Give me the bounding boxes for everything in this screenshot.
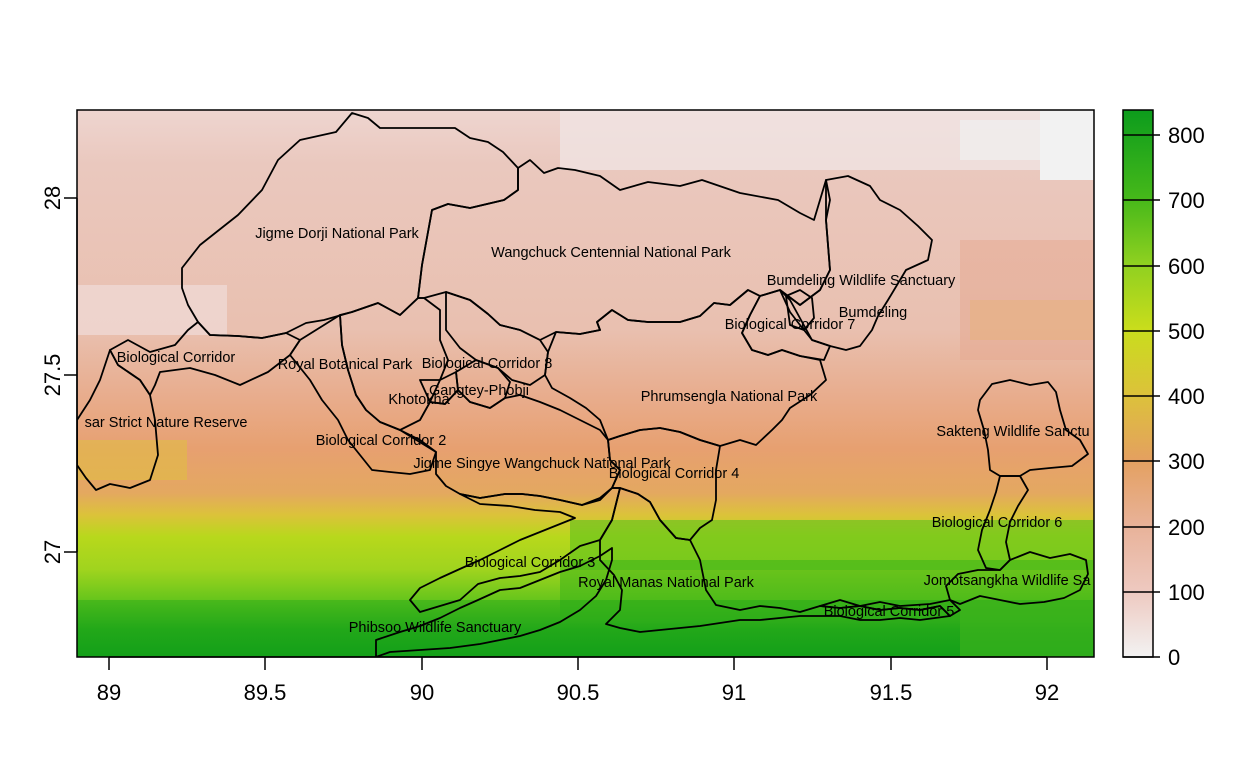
legend-tick-label: 600	[1168, 254, 1205, 279]
x-tick-label: 90	[410, 680, 434, 705]
x-tick-label: 89	[97, 680, 121, 705]
y-axis	[64, 197, 78, 553]
y-tick-label: 27	[40, 540, 65, 564]
area-label: Royal Botanical Park	[278, 357, 413, 373]
boundary-strict-nature-reserve	[77, 349, 159, 491]
area-label: Biological Corridor 4	[609, 466, 740, 482]
x-tick-label: 90.5	[557, 680, 600, 705]
area-label: Phrumsengla National Park	[641, 389, 818, 405]
area-label: Bumdeling Wildlife Sanctuary	[767, 273, 956, 289]
boundary-biological-corridor-3	[409, 487, 621, 613]
x-axis	[108, 656, 1048, 670]
x-tick-label: 91	[722, 680, 746, 705]
x-tick-labels: 89 89.5 90 90.5 91 91.5 92	[97, 680, 1059, 705]
area-label: sar Strict Nature Reserve	[85, 415, 248, 431]
legend-tick-label: 100	[1168, 580, 1205, 605]
boundary-bumdeling-inner	[785, 289, 815, 331]
elevation-raster	[77, 110, 1094, 657]
boundary-biological-corridor-2	[289, 314, 437, 475]
legend-colorbar	[1122, 109, 1154, 658]
legend-tick-label: 500	[1168, 319, 1205, 344]
legend-tick-label: 400	[1168, 384, 1205, 409]
x-tick-label: 92	[1035, 680, 1059, 705]
x-tick-label: 89.5	[244, 680, 287, 705]
legend-tick-label: 800	[1168, 123, 1205, 148]
area-label: Gangtey-Phobji	[429, 383, 529, 399]
area-label: Sakteng Wildlife Sanctu	[936, 424, 1089, 440]
area-labels: Jigme Dorji National Park Wangchuck Cent…	[85, 226, 1092, 636]
legend-tick-label: 700	[1168, 188, 1205, 213]
boundary-sakteng-ws	[977, 379, 1089, 477]
area-label: Biological Corridor	[117, 350, 236, 366]
y-tick-labels: 27 27.5 28	[40, 186, 65, 564]
area-label: Jigme Dorji National Park	[255, 226, 419, 242]
area-label: Biological Corridor 2	[316, 433, 447, 449]
legend-tick-label: 200	[1168, 515, 1205, 540]
area-label: Bumdeling	[839, 305, 908, 321]
area-label: Phibsoo Wildlife Sanctuary	[349, 620, 522, 636]
boundary-phibsoo-ws	[375, 547, 613, 657]
area-label: Khotokha	[388, 392, 450, 408]
area-label: Jomotsangkha Wildlife Sa	[924, 573, 1092, 589]
legend-tick-label: 0	[1168, 645, 1180, 670]
boundary-bumdeling-ws	[779, 175, 933, 351]
y-tick-label: 28	[40, 186, 65, 210]
y-tick-label: 27.5	[40, 354, 65, 397]
legend-tick-label: 300	[1168, 449, 1205, 474]
area-label: Royal Manas National Park	[578, 575, 754, 591]
area-label: Biological Corridor 3	[465, 555, 596, 571]
boundary-jomotsangkha-ws	[945, 551, 1089, 605]
area-label: Biological Corridor 8	[422, 356, 553, 372]
area-label: Biological Corridor 6	[932, 515, 1063, 531]
x-tick-label: 91.5	[870, 680, 913, 705]
area-label: Biological Corridor 7	[725, 317, 856, 333]
area-label: Wangchuck Centennial National Park	[491, 245, 731, 261]
boundary-biological-corridor-5	[819, 599, 961, 617]
color-legend: 0 100 200 300 400 500 600 700 800	[1122, 109, 1205, 670]
area-label: Jigme Singye Wangchuck National Park	[413, 456, 671, 472]
protected-area-boundaries	[77, 112, 1089, 657]
area-label: Biological Corridor 5	[824, 604, 955, 620]
